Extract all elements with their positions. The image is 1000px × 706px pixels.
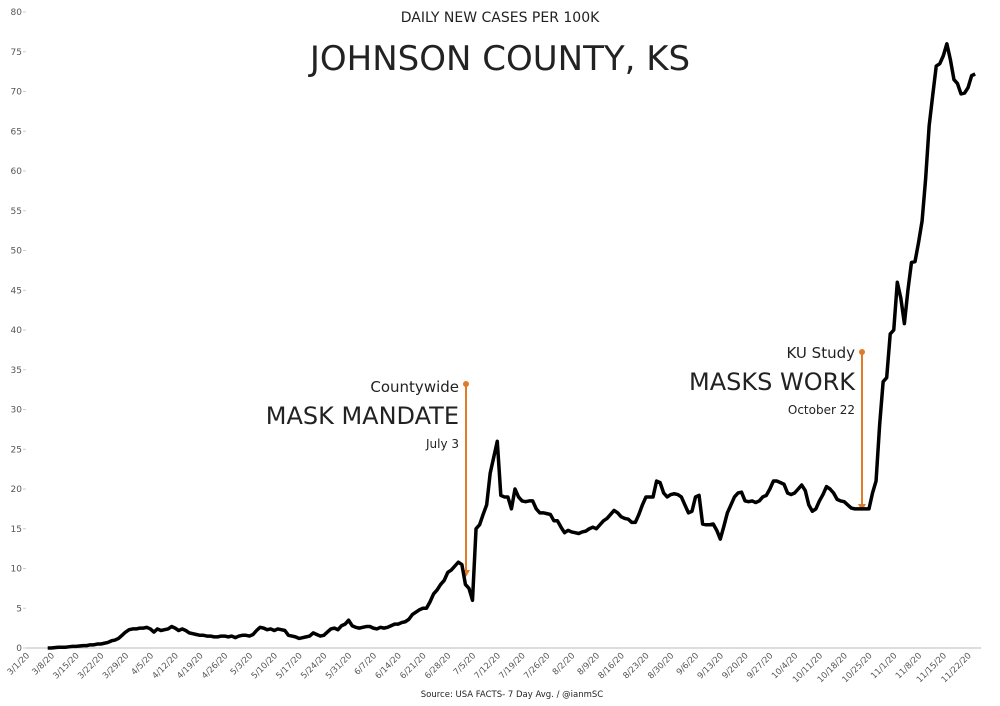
x-tick-label: 11/1/20 [869, 651, 899, 681]
x-tick-label: 6/21/20 [398, 651, 428, 681]
x-tick-label: 9/20/20 [720, 651, 750, 681]
annotation-text: MASKS WORK [689, 368, 856, 396]
x-tick-label: 7/12/20 [473, 651, 503, 681]
x-tick-label: 6/14/20 [374, 651, 404, 681]
source-note: Source: USA FACTS- 7 Day Avg. / @ianmSC [421, 690, 604, 700]
annotation-text: October 22 [788, 403, 855, 417]
x-tick-label: 5/17/20 [274, 651, 304, 681]
y-tick-label: 70 [11, 88, 23, 98]
y-tick-label: 55 [11, 207, 22, 217]
annotation-dot [859, 349, 865, 355]
x-tick-label: 3/22/20 [76, 651, 106, 681]
x-tick-label: 8/30/20 [646, 651, 676, 681]
y-tick-label: 60 [11, 167, 23, 177]
annotation-masks-work: KU Study MASKS WORK October 22 [689, 344, 856, 417]
y-tick-label: 75 [11, 48, 22, 58]
x-tick-label: 5/24/20 [299, 651, 329, 681]
x-tick-label: 7/26/20 [522, 651, 552, 681]
annotation-text: Countywide [370, 378, 459, 396]
annotation-mask-mandate: Countywide MASK MANDATE July 3 [266, 378, 459, 451]
y-tick-label: 20 [11, 485, 23, 495]
x-tick-label: 5/10/20 [250, 651, 280, 681]
x-tick-label: 5/31/20 [324, 651, 354, 681]
y-tick-label: 25 [11, 445, 22, 455]
x-tick-label: 4/26/20 [200, 651, 230, 681]
x-tick-label: 6/28/20 [423, 651, 453, 681]
x-tick-label: 9/13/20 [696, 651, 726, 681]
y-tick-label: 5 [16, 604, 22, 614]
annotation-dot [463, 381, 469, 387]
y-tick-label: 10 [11, 565, 23, 575]
annotation-text: July 3 [425, 437, 459, 451]
y-tick-label: 0 [16, 644, 22, 654]
y-tick-label: 35 [11, 366, 22, 376]
x-tick-label: 3/15/20 [51, 651, 81, 681]
x-tick-label: 8/2/20 [551, 651, 577, 677]
x-tick-label: 4/12/20 [151, 651, 181, 681]
y-tick-label: 30 [11, 406, 23, 416]
x-tick-label: 8/16/20 [597, 651, 627, 681]
x-tick-label: 3/1/20 [6, 651, 32, 677]
x-tick-label: 9/27/20 [745, 651, 775, 681]
y-tick-label: 15 [11, 525, 22, 535]
x-tick-label: 4/19/20 [175, 651, 205, 681]
chart-title: JOHNSON COUNTY, KS [308, 39, 690, 79]
y-tick-label: 45 [11, 286, 22, 296]
x-tick-label: 3/29/20 [101, 651, 131, 681]
data-line [47, 42, 976, 650]
x-tick-label: 7/19/20 [497, 651, 527, 681]
y-tick-label: 40 [11, 326, 23, 336]
chart-subtitle: DAILY NEW CASES PER 100K [401, 10, 600, 26]
annotation-text: KU Study [787, 344, 856, 362]
y-tick-label: 50 [11, 247, 23, 257]
y-tick-label: 65 [11, 127, 22, 137]
annotation-text: MASK MANDATE [266, 402, 459, 430]
x-tick-label: 8/23/20 [621, 651, 651, 681]
y-tick-label: 80 [11, 8, 23, 18]
